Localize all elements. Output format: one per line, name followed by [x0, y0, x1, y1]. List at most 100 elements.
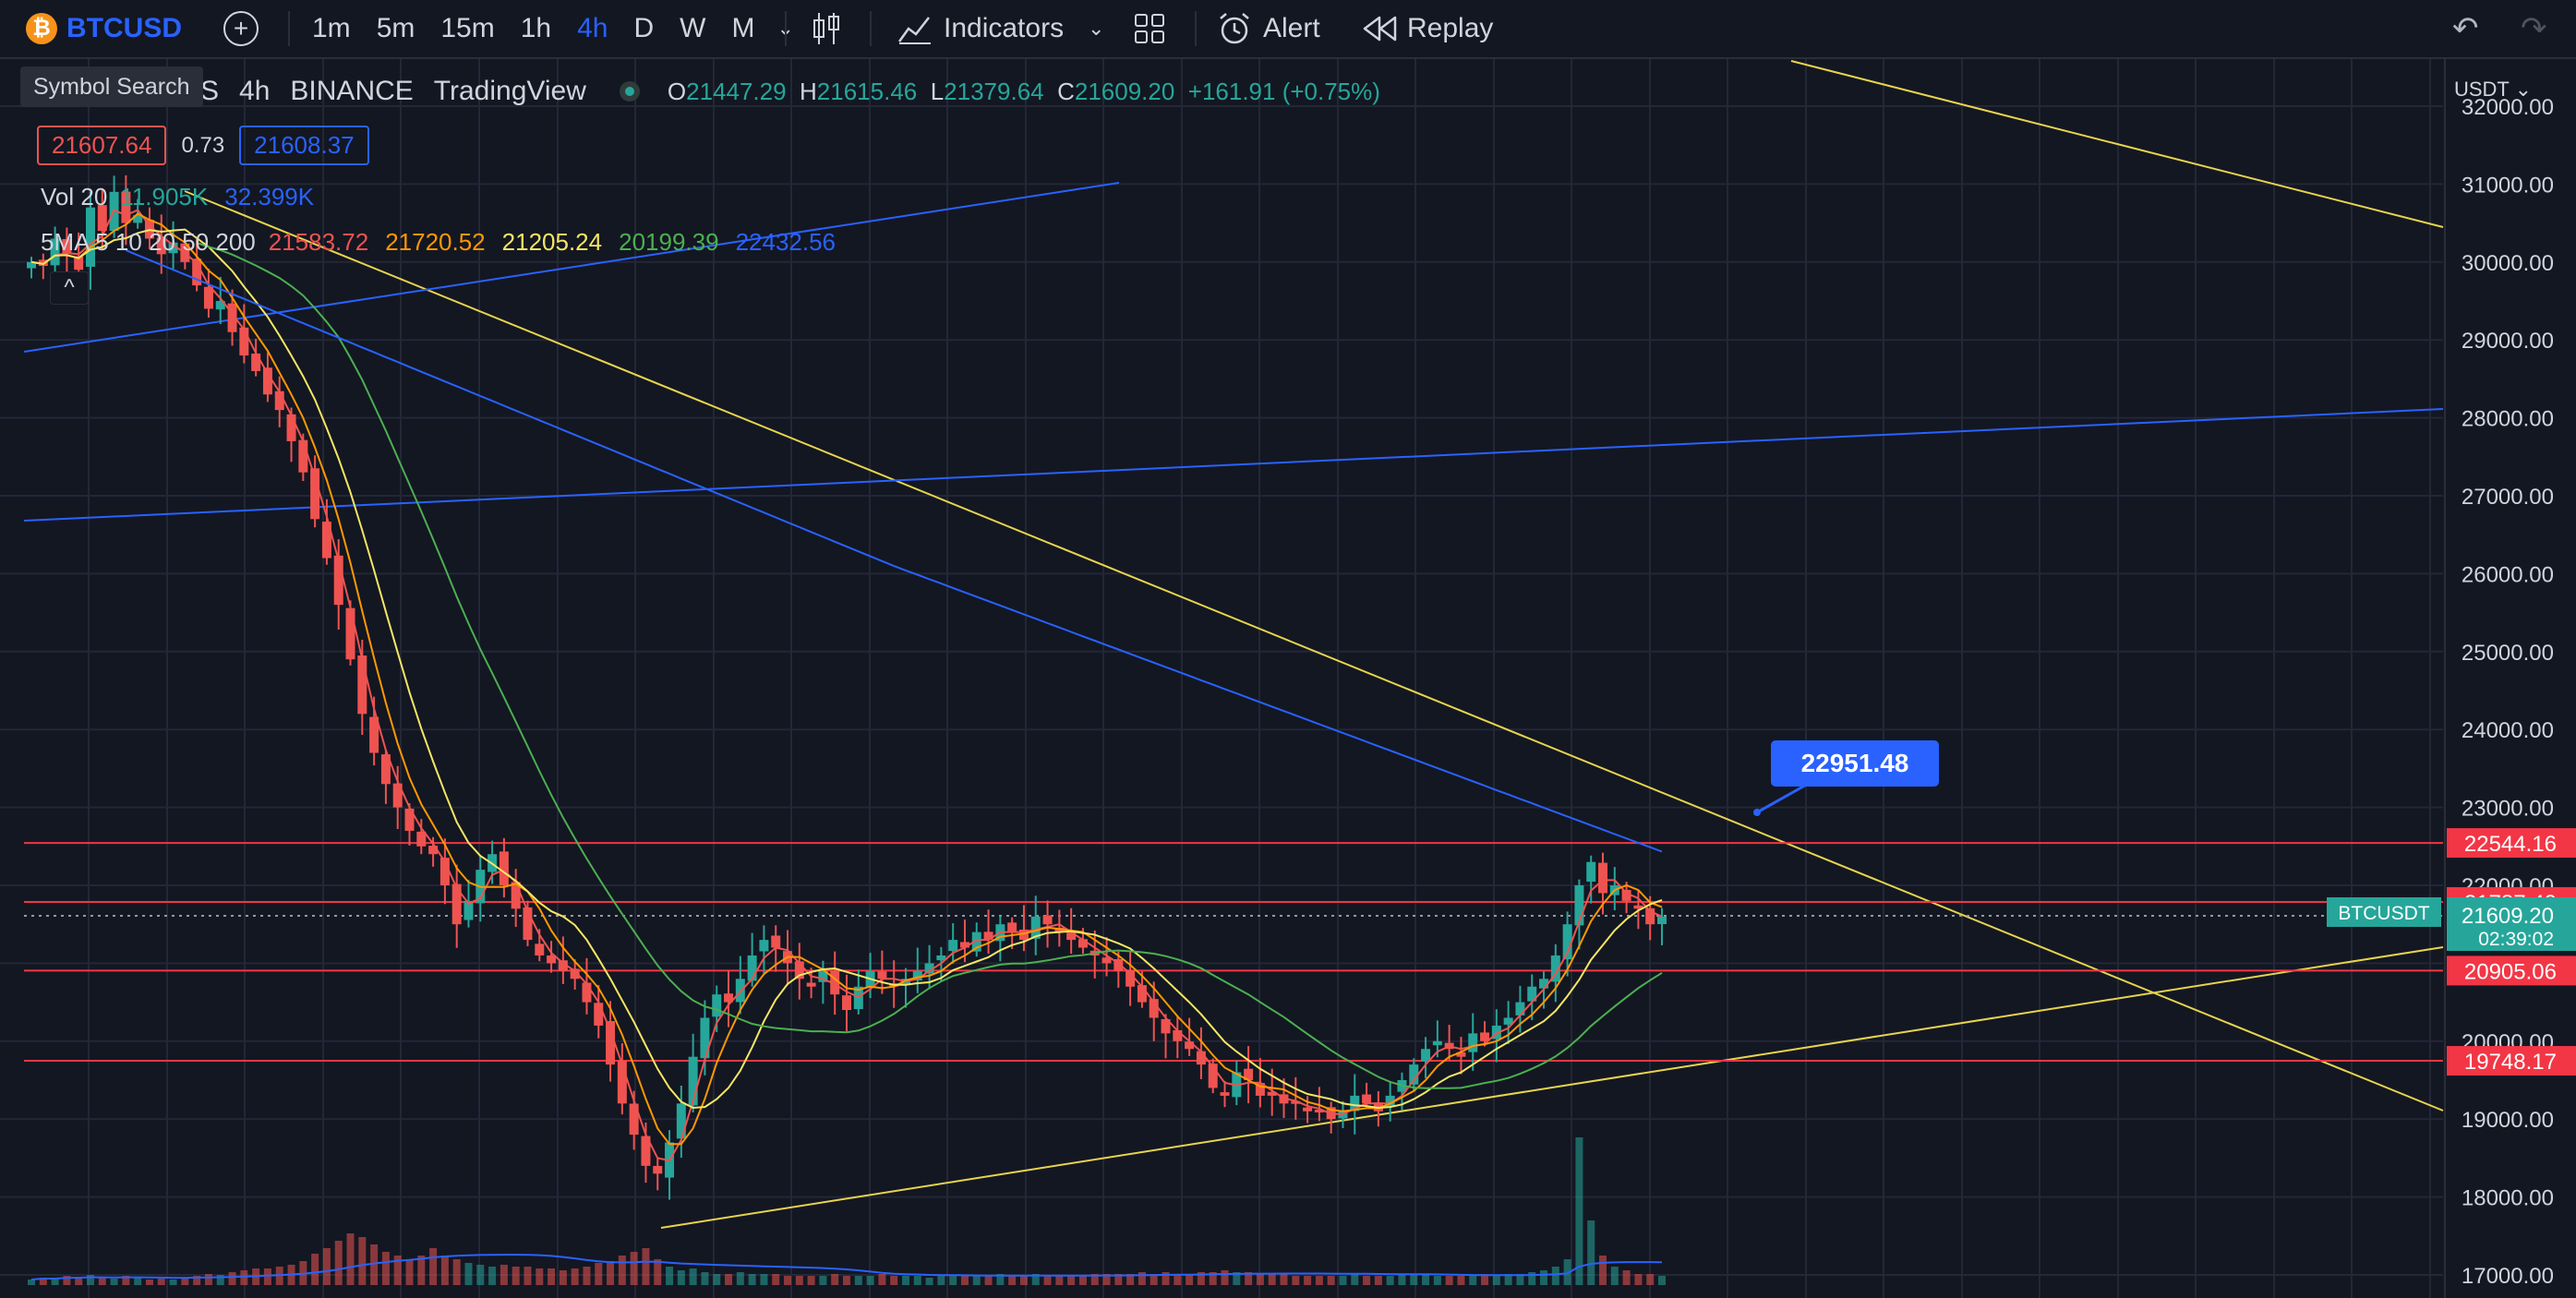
- volume-bar: [630, 1252, 638, 1285]
- volume-bar: [607, 1261, 615, 1285]
- grid-layout-icon: [1135, 14, 1164, 43]
- volume-bar: [1516, 1274, 1524, 1285]
- price-annotation: 22951.48: [1753, 740, 1939, 816]
- timeframe-group: 1m 5m 15m 1h 4h D W M ⌄: [299, 0, 794, 57]
- currency-dropdown[interactable]: USDT ⌄: [2454, 78, 2532, 101]
- volume-bar: [831, 1274, 839, 1285]
- volume-bar: [1410, 1274, 1418, 1285]
- ma200-line: [126, 249, 1663, 853]
- ohlc-values: O21447.29 H21615.46 L21379.64 C21609.20 …: [668, 78, 1380, 106]
- volume-bar: [843, 1276, 850, 1285]
- replay-label: Replay: [1407, 13, 1494, 43]
- candle-body: [1362, 1094, 1372, 1104]
- candle-body: [239, 327, 249, 356]
- candle-body: [168, 242, 178, 254]
- volume-bar: [1315, 1276, 1323, 1285]
- candle-body: [1244, 1068, 1254, 1080]
- volume-bar: [960, 1276, 969, 1285]
- volume-bar: [901, 1276, 909, 1285]
- timeframe-1m[interactable]: 1m: [312, 13, 351, 43]
- volume-bar: [28, 1280, 35, 1285]
- candle-body: [321, 522, 331, 559]
- top-toolbar: ₿ BTCUSD + 1m 5m 15m 1h 4h D W M ⌄ Indic…: [0, 0, 2576, 59]
- volume-bar: [996, 1274, 1005, 1285]
- volume-bar: [393, 1256, 402, 1285]
- candle-body: [1185, 1041, 1195, 1050]
- volume-bar: [736, 1272, 744, 1285]
- layout-button[interactable]: [1134, 0, 1165, 57]
- price-tick-label: 29000.00: [2462, 329, 2554, 354]
- timeframe-w[interactable]: W: [680, 13, 706, 43]
- candle-body: [818, 970, 828, 982]
- timeframe-1h[interactable]: 1h: [520, 13, 552, 43]
- candle-body: [558, 960, 568, 971]
- indicators-button[interactable]: Indicators: [897, 0, 1064, 57]
- collapse-legend-button[interactable]: ^: [50, 271, 89, 305]
- candle-body: [1432, 1040, 1442, 1046]
- candle-body: [1468, 1033, 1478, 1052]
- timeframe-m[interactable]: M: [731, 13, 755, 43]
- candle-body: [62, 238, 72, 255]
- volume-bar: [134, 1278, 142, 1285]
- candle-body: [1137, 985, 1147, 1003]
- price-tick-label: 23000.00: [2462, 797, 2554, 822]
- alert-button[interactable]: Alert: [1217, 0, 1320, 57]
- volume-bar: [417, 1256, 426, 1285]
- trendline-ascending-support: [660, 946, 2444, 1229]
- volume-bar: [1540, 1270, 1548, 1285]
- volume-bar: [358, 1237, 367, 1285]
- replay-button[interactable]: Replay: [1363, 0, 1493, 57]
- redo-button[interactable]: ↷: [2521, 0, 2547, 57]
- indicators-templates-button[interactable]: ⌄: [1088, 0, 1104, 57]
- volume-bar: [1268, 1274, 1276, 1285]
- candle-body: [1161, 1018, 1171, 1034]
- volume-bar: [1019, 1276, 1028, 1285]
- volume-bar: [1292, 1276, 1300, 1285]
- timeframe-15m[interactable]: 15m: [440, 13, 495, 43]
- symbol-button[interactable]: ₿ BTCUSD: [26, 0, 182, 57]
- timeframe-4h[interactable]: 4h: [577, 13, 608, 43]
- volume-legend[interactable]: Vol 20 11.905K 32.399K: [41, 183, 331, 211]
- ma5-value: 21583.72: [268, 228, 369, 256]
- candle-body: [1314, 1109, 1324, 1112]
- trendline-blue-short: [23, 182, 1120, 353]
- trendline-blue-long: [23, 408, 2444, 522]
- volume-bar: [216, 1275, 224, 1285]
- candle-body: [688, 1056, 698, 1106]
- candle-body: [74, 256, 84, 270]
- sell-price-button[interactable]: 21607.64: [37, 126, 167, 165]
- volume-bar: [654, 1259, 662, 1285]
- ma-legend[interactable]: 5MA 5 10 20 50 200 21583.72 21720.52 212…: [41, 228, 852, 257]
- candle-body: [1527, 986, 1537, 1002]
- symbol-search-tooltip: Symbol Search: [20, 66, 203, 107]
- volume-bar: [890, 1276, 898, 1285]
- symbol-tag-label: BTCUSDT: [2338, 903, 2429, 924]
- candle-body: [251, 353, 261, 371]
- candle-body: [1173, 1029, 1183, 1041]
- candle-body: [759, 940, 769, 952]
- volume-bar: [925, 1278, 933, 1285]
- candle-body: [310, 468, 320, 520]
- volume-bar: [760, 1274, 768, 1285]
- volume-bar: [677, 1270, 685, 1285]
- volume-bar: [666, 1267, 674, 1285]
- compare-add-button[interactable]: +: [223, 0, 259, 57]
- buy-price-button[interactable]: 21608.37: [239, 126, 369, 165]
- volume-bar: [1186, 1274, 1194, 1285]
- chart-type-button[interactable]: [811, 0, 842, 57]
- candle-body: [700, 1017, 710, 1059]
- candle-body: [428, 846, 439, 855]
- candle-body: [439, 858, 450, 885]
- candle-body: [1515, 1002, 1525, 1016]
- volume-bar: [405, 1259, 414, 1285]
- timeframe-d[interactable]: D: [633, 13, 655, 43]
- price-tag-label: 20905.06: [2464, 959, 2557, 984]
- price-chart[interactable]: USDT ⌄17000.0018000.0019000.0020000.0021…: [0, 59, 2576, 1298]
- volume-bar: [1174, 1274, 1182, 1285]
- ma10-line: [30, 212, 1663, 1146]
- timeframe-5m[interactable]: 5m: [376, 13, 415, 43]
- market-status-icon: [619, 81, 640, 102]
- undo-button[interactable]: ↶: [2452, 0, 2479, 57]
- candle-body: [712, 994, 722, 1017]
- candle-body: [262, 367, 272, 395]
